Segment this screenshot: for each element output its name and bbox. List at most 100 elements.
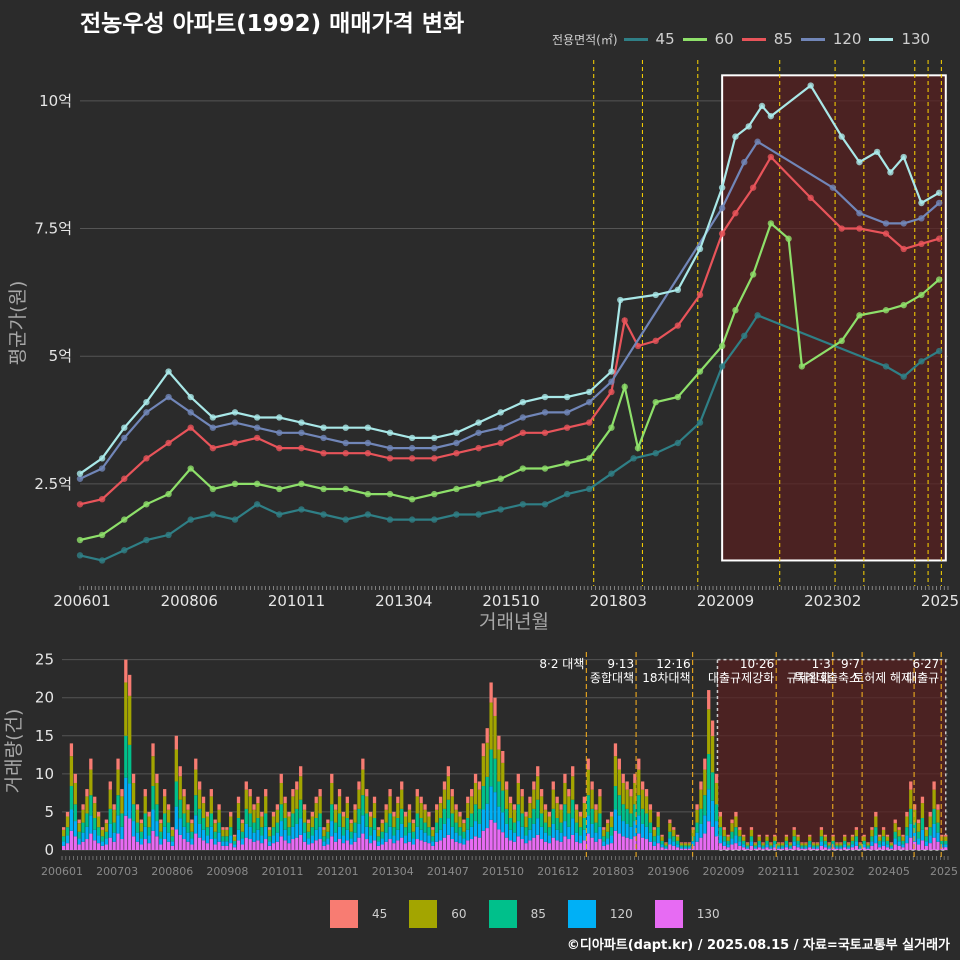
- bar-segment-45: [512, 804, 517, 810]
- bar-segment-60: [835, 843, 839, 846]
- data-point-120: [882, 220, 890, 227]
- bar-segment-120: [672, 841, 676, 846]
- bar-segment-45: [660, 834, 664, 837]
- bar-segment-60: [714, 782, 719, 805]
- bar-segment-130: [299, 834, 303, 850]
- bar-segment-85: [617, 795, 621, 816]
- bar-segment-120: [462, 838, 466, 845]
- bar-segment-45: [221, 827, 225, 830]
- bar-segment-45: [571, 766, 575, 777]
- bar-segment-85: [928, 827, 932, 836]
- bar-segment-120: [143, 826, 147, 840]
- bar-segment-60: [415, 796, 419, 814]
- x-tick-label: 2025: [921, 592, 959, 610]
- bar-segment-45: [85, 789, 89, 797]
- bar-segment-85: [295, 808, 299, 824]
- bar-segment-45: [602, 827, 606, 830]
- bar-segment-45: [349, 819, 353, 824]
- bar-segment-60: [310, 816, 314, 828]
- bar-segment-85: [819, 836, 824, 842]
- bar-segment-85: [198, 808, 202, 824]
- bar-segment-85: [396, 818, 400, 830]
- bar-segment-60: [291, 796, 295, 814]
- bar-segment-130: [819, 845, 824, 850]
- data-point-120: [386, 444, 394, 452]
- bar-segment-85: [353, 822, 357, 833]
- bar-segment-120: [178, 818, 182, 835]
- bar-segment-120: [120, 826, 124, 840]
- bar-segment-60: [800, 843, 804, 846]
- bar-segment-130: [384, 841, 388, 850]
- bar-segment-45: [182, 789, 186, 797]
- data-point-130: [807, 82, 814, 89]
- bar-segment-60: [827, 843, 831, 846]
- bar-segment-130: [73, 836, 77, 850]
- bar-segment-60: [256, 803, 260, 819]
- bar-segment-60: [578, 816, 583, 828]
- bar-segment-60: [606, 823, 610, 832]
- bar-segment-120: [874, 835, 878, 844]
- policy-annotation: 9·7: [841, 657, 860, 671]
- bar-segment-45: [423, 804, 427, 810]
- bar-segment-120: [613, 809, 618, 831]
- bar-segment-45: [617, 758, 621, 770]
- bar-segment-60: [334, 809, 338, 823]
- bar-segment-120: [372, 829, 377, 841]
- data-point-130: [98, 455, 106, 462]
- bar-segment-130: [633, 836, 637, 850]
- data-point-120: [408, 444, 416, 452]
- bar-segment-85: [539, 813, 544, 827]
- bar-segment-45: [944, 834, 948, 837]
- data-point-60: [785, 235, 792, 242]
- bar-segment-45: [773, 834, 777, 837]
- bar-segment-130: [586, 833, 590, 850]
- bar-segment-60: [679, 843, 684, 846]
- bar-segment-120: [734, 835, 738, 844]
- bar-segment-45: [205, 811, 210, 817]
- bar-segment-85: [384, 822, 388, 833]
- bar-segment-120: [128, 783, 132, 819]
- bar-segment-45: [909, 781, 913, 790]
- data-point-60: [621, 383, 628, 391]
- bar-segment-45: [330, 773, 334, 783]
- bar-x-tick-label: 202111: [758, 865, 800, 878]
- bar-segment-85: [901, 840, 905, 845]
- legend-label: 85: [773, 30, 793, 48]
- bar-segment-120: [633, 821, 637, 837]
- bar-segment-45: [625, 781, 629, 790]
- bar-segment-130: [539, 839, 544, 850]
- data-point-130: [718, 184, 726, 191]
- bar-segment-120: [108, 823, 112, 838]
- bar-segment-130: [714, 836, 719, 850]
- bar-segment-120: [190, 838, 194, 845]
- x-axis-title: 거래년월: [479, 611, 549, 633]
- data-point-45: [364, 511, 372, 518]
- bar-segment-130: [252, 841, 256, 850]
- data-point-85: [121, 475, 128, 482]
- bar-segment-85: [505, 808, 509, 824]
- bar-segment-60: [707, 709, 711, 755]
- policy-annotation: 12·16: [656, 657, 690, 671]
- bar-segment-45: [551, 781, 555, 790]
- bar-segment-45: [889, 842, 893, 844]
- bar-segment-85: [163, 813, 167, 827]
- data-point-60: [497, 475, 504, 482]
- chart-title: 전농우성 아파트(1992) 매매가격 변화: [80, 11, 465, 37]
- data-point-130: [674, 286, 682, 294]
- bar-segment-60: [656, 816, 660, 828]
- bar-segment-60: [96, 816, 101, 828]
- bar-segment-60: [582, 803, 587, 819]
- bar-segment-85: [745, 845, 750, 848]
- bar-segment-60: [100, 829, 105, 837]
- bar-segment-60: [901, 836, 905, 841]
- bar-segment-85: [209, 813, 213, 827]
- bar-segment-45: [881, 827, 886, 830]
- bar-segment-130: [497, 829, 501, 850]
- legend-swatch: [800, 37, 825, 41]
- data-point-120: [121, 434, 128, 442]
- bar-segment-120: [163, 826, 167, 840]
- bar-segment-120: [854, 841, 859, 846]
- bar-segment-85: [660, 840, 664, 845]
- data-point-60: [519, 465, 527, 472]
- bar-segment-45: [866, 842, 870, 844]
